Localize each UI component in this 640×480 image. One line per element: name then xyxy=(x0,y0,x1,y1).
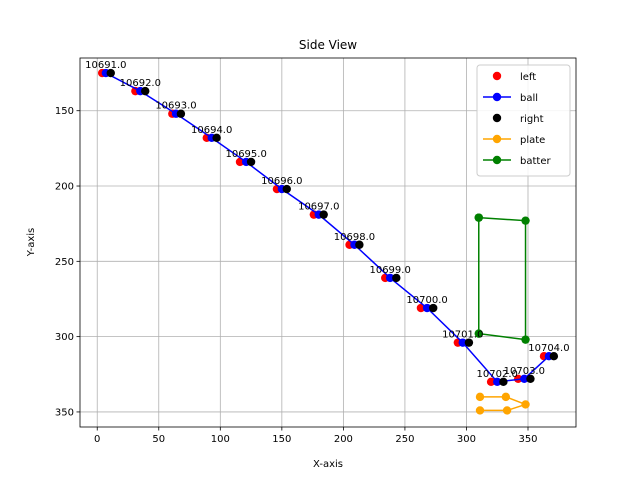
y-tick-label: 250 xyxy=(55,257,74,268)
batter-point xyxy=(474,213,483,222)
left-point xyxy=(416,303,426,313)
right-point xyxy=(212,133,221,143)
x-tick-label: 250 xyxy=(395,434,414,445)
frame-label: 10697.0 xyxy=(298,202,339,213)
right-point xyxy=(246,157,256,167)
batter-point xyxy=(474,329,483,338)
x-tick-label: 150 xyxy=(272,434,291,445)
batter-point xyxy=(521,216,530,225)
legend-marker xyxy=(492,134,502,144)
ball-point xyxy=(493,377,502,387)
plate-point xyxy=(475,406,485,415)
frame-label: 10704.0 xyxy=(528,343,569,354)
right-point xyxy=(282,184,291,194)
series-right xyxy=(106,68,559,387)
x-tick-label: 0 xyxy=(94,434,100,445)
right-point xyxy=(392,273,401,283)
frame-label: 10693.0 xyxy=(155,101,196,112)
y-tick-label: 200 xyxy=(55,182,74,193)
right-point xyxy=(106,68,115,78)
frame-labels: 10691.0 10692.0 10693.0 10694.0 10695.0 10696… xyxy=(85,60,569,380)
legend-label: right xyxy=(520,114,544,125)
legend-box xyxy=(476,64,571,177)
frame-label: 10700.0 xyxy=(406,295,447,306)
right-point xyxy=(141,86,150,96)
x-tick-label: 350 xyxy=(518,434,537,445)
ball-point xyxy=(520,374,529,384)
frame-label: 10696.0 xyxy=(261,176,302,187)
legend-label: plate xyxy=(520,135,545,146)
legend-marker xyxy=(492,155,502,165)
series-batter xyxy=(474,213,530,344)
plot-frame xyxy=(79,57,577,428)
ball-point xyxy=(422,303,432,313)
x-axis-ticks: 0 50 100 150 200 250 300 350 xyxy=(94,427,538,445)
right-point xyxy=(176,109,186,118)
grid-lines xyxy=(80,58,576,427)
plate-point xyxy=(475,392,485,402)
legend-label: batter xyxy=(520,156,551,167)
series-layer xyxy=(97,68,559,415)
chart-title: Side View xyxy=(299,38,357,52)
left-point xyxy=(486,377,496,387)
legend-item-left: left xyxy=(492,71,536,83)
ball-point xyxy=(458,338,467,347)
x-tick-label: 50 xyxy=(152,434,165,445)
legend-marker xyxy=(492,71,502,81)
legend-label: ball xyxy=(520,93,538,104)
right-point xyxy=(499,377,508,387)
frame-label: 10702.0 xyxy=(477,369,518,380)
legend-label: left xyxy=(520,72,536,83)
frame-label: 10695.0 xyxy=(225,149,266,160)
right-point xyxy=(355,240,364,249)
legend-marker xyxy=(492,113,502,123)
plate-point xyxy=(502,406,512,415)
legend-marker xyxy=(492,92,502,102)
frame-label: 10694.0 xyxy=(191,125,232,136)
legend-item-batter: batter xyxy=(483,155,551,167)
frame-label: 10691.0 xyxy=(85,60,126,71)
legend-item-right: right xyxy=(492,113,544,125)
frame-label: 10703.0 xyxy=(504,366,545,377)
y-tick-label: 350 xyxy=(55,407,74,418)
right-point xyxy=(429,303,438,313)
right-point xyxy=(549,352,559,361)
legend: left ball right plate batter xyxy=(476,64,571,177)
y-axis-ticks: 150 200 250 300 350 xyxy=(55,106,80,418)
y-tick-label: 300 xyxy=(55,332,74,343)
ball-point xyxy=(385,273,395,283)
x-axis-label: X-axis xyxy=(313,459,343,470)
batter-point xyxy=(521,335,530,344)
x-tick-label: 300 xyxy=(457,434,476,445)
frame-label: 10692.0 xyxy=(120,78,161,89)
frame-label: 10698.0 xyxy=(334,232,375,243)
frame-label: 10701.0 xyxy=(442,330,483,341)
right-point xyxy=(319,210,328,219)
legend-item-plate: plate xyxy=(483,134,545,146)
plate-point xyxy=(501,392,511,402)
series-plate xyxy=(475,392,530,415)
y-axis-label: Y-axis xyxy=(26,228,37,258)
legend-item-ball: ball xyxy=(483,92,538,104)
x-tick-label: 200 xyxy=(334,434,353,445)
frame-label: 10699.0 xyxy=(369,265,410,276)
y-tick-label: 150 xyxy=(55,106,74,117)
right-point xyxy=(526,374,535,384)
x-tick-label: 100 xyxy=(211,434,230,445)
plate-point xyxy=(521,400,530,409)
right-point xyxy=(464,338,474,347)
